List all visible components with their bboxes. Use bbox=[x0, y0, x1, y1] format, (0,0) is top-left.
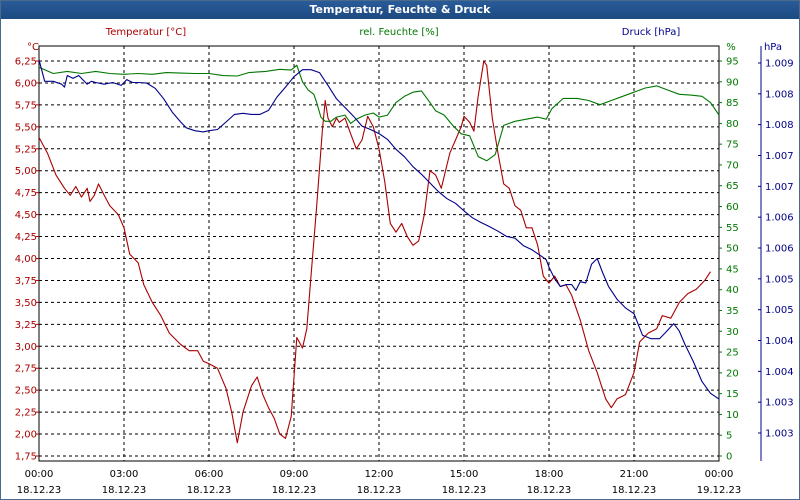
humidity-axis-title: rel. Feuchte [%] bbox=[359, 27, 438, 38]
x-tick-time: 03:00 bbox=[110, 469, 139, 480]
pressure-line bbox=[38, 59, 720, 400]
humidity-tick-label: 50 bbox=[726, 244, 739, 255]
x-tick-date: 19.12.23 bbox=[697, 485, 742, 496]
humidity-tick-label: 40 bbox=[726, 285, 739, 296]
humidity-tick-label: 90 bbox=[726, 77, 739, 88]
x-tick-time: 09:00 bbox=[280, 469, 309, 480]
x-tick-time: 18:00 bbox=[535, 469, 564, 480]
pressure-tick-label: 1.006 bbox=[765, 213, 794, 224]
pressure-tick-label: 1.007 bbox=[765, 151, 794, 162]
series-lines bbox=[38, 59, 720, 444]
pressure-axis-title: Druck [hPa] bbox=[622, 27, 681, 38]
temperature-tick-label: 5,50 bbox=[15, 122, 37, 133]
temperature-tick-label: 5,25 bbox=[15, 144, 37, 155]
pressure-tick-label: 1.009 bbox=[765, 59, 794, 70]
x-tick-date: 18.12.23 bbox=[527, 485, 572, 496]
humidity-tick-label: 65 bbox=[726, 181, 739, 192]
x-tick-time: 12:00 bbox=[365, 469, 394, 480]
humidity-tick-label: 70 bbox=[726, 160, 739, 171]
temperature-tick-label: 2,50 bbox=[15, 386, 37, 397]
humidity-line bbox=[38, 64, 720, 162]
temperature-tick-label: 4,25 bbox=[15, 232, 37, 243]
humidity-tick-label: 85 bbox=[726, 98, 739, 109]
humidity-tick-label: 80 bbox=[726, 119, 739, 130]
pressure-tick-label: 1.005 bbox=[765, 274, 794, 285]
temperature-tick-label: 5,75 bbox=[15, 100, 37, 111]
temperature-tick-label: 4,75 bbox=[15, 188, 37, 199]
x-tick-date: 18.12.23 bbox=[357, 485, 402, 496]
x-tick-date: 18.12.23 bbox=[272, 485, 317, 496]
x-tick-time: 00:00 bbox=[705, 469, 734, 480]
humidity-tick-label: 95 bbox=[726, 57, 739, 68]
temperature-line bbox=[38, 60, 711, 444]
x-tick-time: 15:00 bbox=[450, 469, 479, 480]
x-tick-date: 18.12.23 bbox=[102, 485, 147, 496]
x-tick-date: 18.12.23 bbox=[442, 485, 487, 496]
pressure-unit: hPa bbox=[764, 42, 782, 53]
temperature-tick-label: 6,25 bbox=[15, 57, 37, 68]
humidity-tick-label: 60 bbox=[726, 202, 739, 213]
humidity-tick-label: 30 bbox=[726, 327, 739, 338]
pressure-tick-label: 1.008 bbox=[765, 89, 794, 100]
humidity-tick-label: 10 bbox=[726, 410, 739, 421]
humidity-tick-label: 45 bbox=[726, 264, 739, 275]
humidity-tick-label: 75 bbox=[726, 140, 739, 151]
temperature-axis-title: Temperatur [°C] bbox=[105, 27, 186, 38]
temperature-tick-label: 4,00 bbox=[15, 254, 37, 265]
temperature-tick-label: 1,75 bbox=[15, 452, 37, 463]
temperature-tick-label: 4,50 bbox=[15, 210, 37, 221]
temperature-tick-label: 3,00 bbox=[15, 342, 37, 353]
x-tick-time: 21:00 bbox=[620, 469, 649, 480]
temperature-tick-label: 5,00 bbox=[15, 166, 37, 177]
humidity-tick-label: 55 bbox=[726, 223, 739, 234]
pressure-tick-label: 1.006 bbox=[765, 244, 794, 255]
pressure-tick-label: 1.003 bbox=[765, 398, 794, 409]
temperature-tick-label: 3,75 bbox=[15, 276, 37, 287]
pressure-tick-label: 1.007 bbox=[765, 182, 794, 193]
x-tick-date: 18.12.23 bbox=[187, 485, 232, 496]
pressure-tick-label: 1.004 bbox=[765, 336, 794, 347]
humidity-unit: % bbox=[726, 42, 736, 53]
axes: 00:00 18.12.23 03:00 18.12.23 06:00 18.12.23 0… bbox=[15, 46, 794, 496]
x-tick-time: 06:00 bbox=[195, 469, 224, 480]
temperature-tick-label: 3,50 bbox=[15, 298, 37, 309]
humidity-tick-label: 5 bbox=[726, 431, 732, 442]
temperature-tick-label: 2,00 bbox=[15, 430, 37, 441]
humidity-tick-label: 35 bbox=[726, 306, 739, 317]
x-tick-date: 18.12.23 bbox=[612, 485, 657, 496]
x-tick-date: 18.12.23 bbox=[17, 485, 62, 496]
humidity-tick-label: 0 bbox=[726, 452, 732, 463]
humidity-tick-label: 20 bbox=[726, 368, 739, 379]
temperature-tick-label: 3,25 bbox=[15, 320, 37, 331]
temperature-tick-label: 2,25 bbox=[15, 408, 37, 419]
humidity-tick-label: 25 bbox=[726, 348, 739, 359]
x-tick-time: 00:00 bbox=[25, 469, 54, 480]
pressure-tick-label: 1.005 bbox=[765, 305, 794, 316]
temperature-tick-label: 2,75 bbox=[15, 364, 37, 375]
pressure-tick-label: 1.004 bbox=[765, 367, 794, 378]
pressure-tick-label: 1.008 bbox=[765, 120, 794, 131]
humidity-tick-label: 15 bbox=[726, 389, 739, 400]
pressure-tick-label: 1.003 bbox=[765, 429, 794, 440]
temperature-tick-label: 6,00 bbox=[15, 78, 37, 89]
temperature-unit: °C bbox=[27, 42, 39, 53]
chart-title: Temperatur, Feuchte & Druck bbox=[1, 1, 799, 19]
plot-area bbox=[38, 45, 720, 462]
